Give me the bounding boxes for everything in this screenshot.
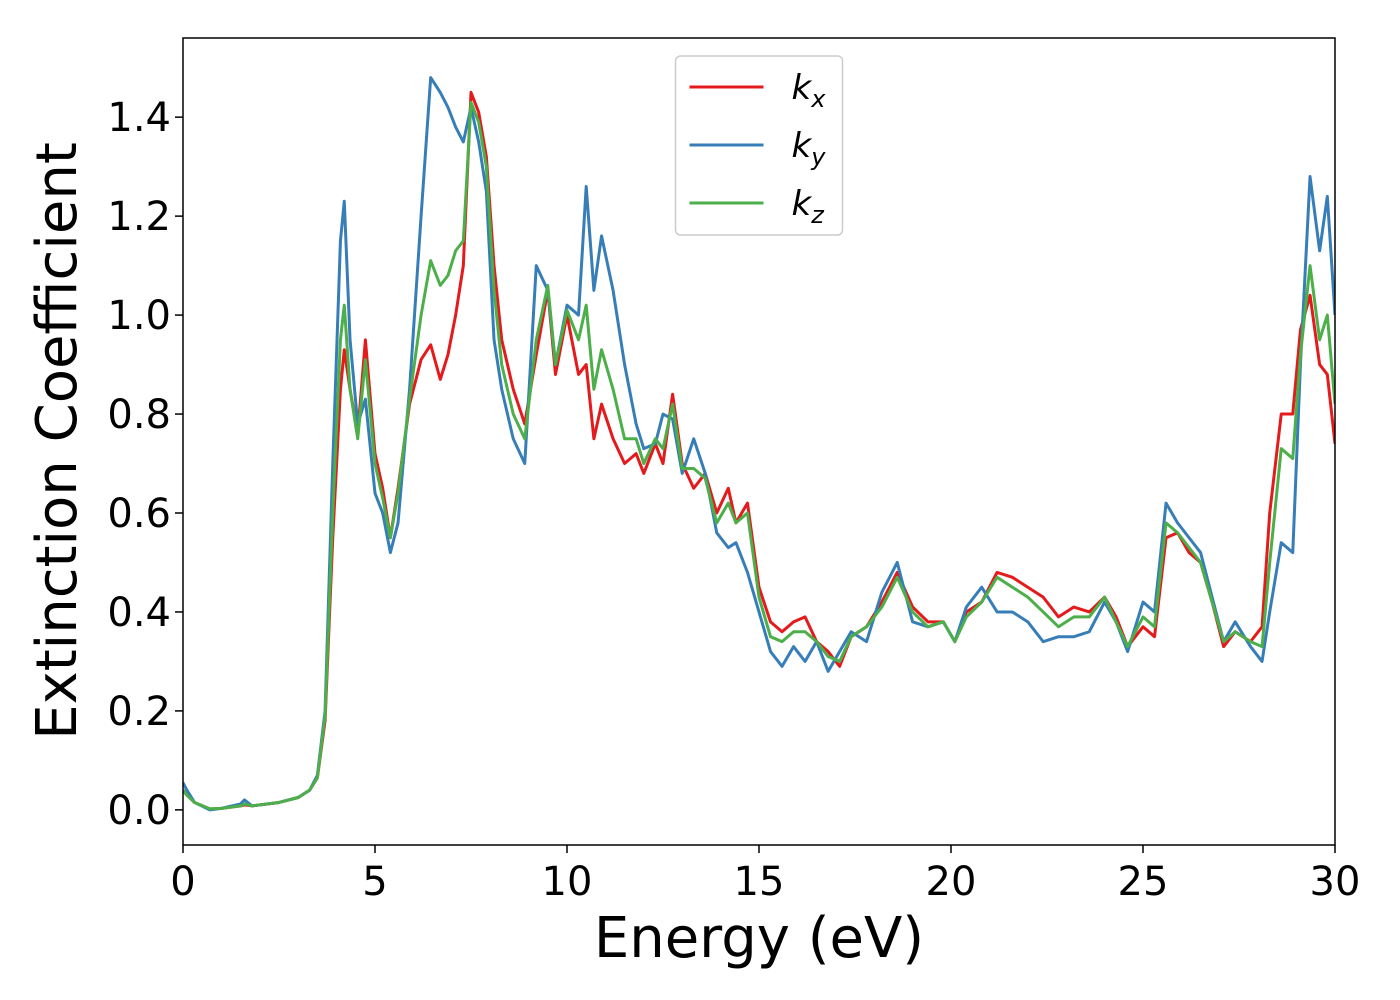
y-tick-label: 0.6 xyxy=(107,491,171,537)
y-axis-label: Extinction Coefficient xyxy=(25,142,90,740)
legend-label: kx xyxy=(792,68,827,113)
x-axis-label: Energy (eV) xyxy=(594,906,924,971)
y-tick-label: 0.8 xyxy=(107,392,171,438)
line-series xyxy=(183,100,1335,811)
x-tick-label: 25 xyxy=(1118,859,1169,905)
x-tick-label: 0 xyxy=(170,859,195,905)
y-tick-label: 0.2 xyxy=(107,689,171,735)
plot-frame xyxy=(182,37,1336,846)
y-tick-label: 1.4 xyxy=(107,95,171,141)
legend-label: ky xyxy=(792,126,827,171)
x-tick-label: 15 xyxy=(734,859,785,905)
y-tick-label: 0.4 xyxy=(107,590,171,636)
y-tick-label: 1.2 xyxy=(107,194,171,240)
y-tick-label: 1.0 xyxy=(107,293,171,339)
legend-label: kz xyxy=(792,184,826,229)
x-tick-label: 5 xyxy=(362,859,387,905)
y-tick-label: 0.0 xyxy=(107,788,171,834)
x-tick-label: 10 xyxy=(542,859,593,905)
x-tick-label: 20 xyxy=(926,859,977,905)
x-tick-label: 30 xyxy=(1310,859,1361,905)
